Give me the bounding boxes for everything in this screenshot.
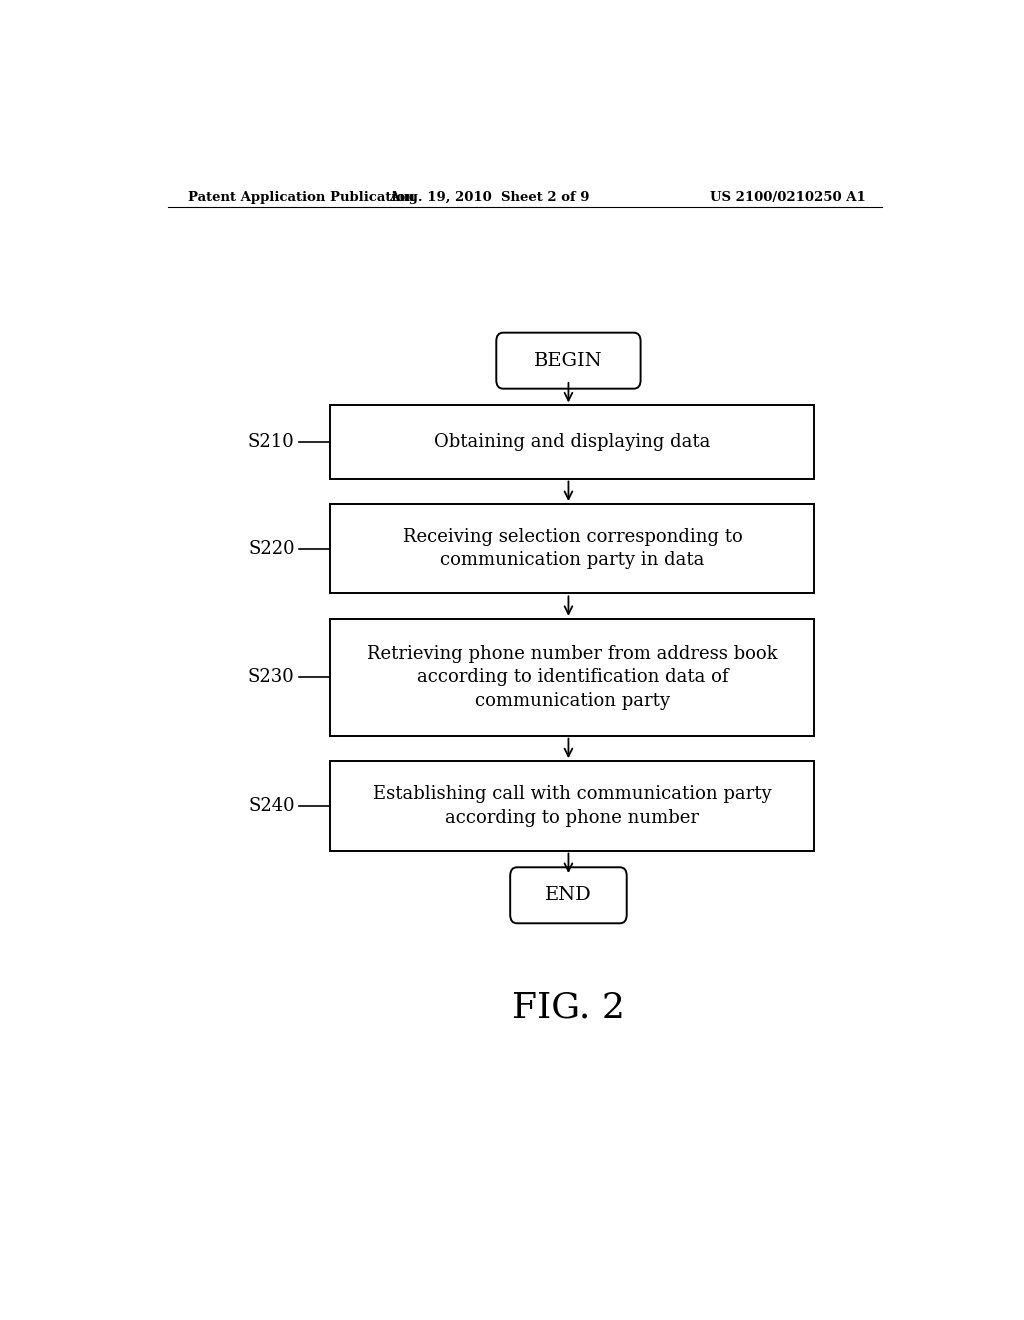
Text: Establishing call with communication party
according to phone number: Establishing call with communication par… bbox=[373, 785, 772, 826]
Text: END: END bbox=[545, 886, 592, 904]
FancyBboxPatch shape bbox=[497, 333, 641, 388]
Bar bbox=[331, 405, 814, 479]
Text: US 2100/0210250 A1: US 2100/0210250 A1 bbox=[711, 190, 866, 203]
Text: S240: S240 bbox=[248, 797, 295, 814]
Bar bbox=[331, 762, 814, 850]
Text: Patent Application Publication: Patent Application Publication bbox=[187, 190, 415, 203]
Text: Obtaining and displaying data: Obtaining and displaying data bbox=[434, 433, 711, 451]
FancyBboxPatch shape bbox=[510, 867, 627, 923]
Bar bbox=[331, 504, 814, 594]
Text: FIG. 2: FIG. 2 bbox=[512, 990, 625, 1024]
Text: S220: S220 bbox=[248, 540, 295, 557]
Text: Retrieving phone number from address book
according to identification data of
co: Retrieving phone number from address boo… bbox=[367, 644, 778, 710]
Text: Receiving selection corresponding to
communication party in data: Receiving selection corresponding to com… bbox=[402, 528, 742, 569]
Text: Aug. 19, 2010  Sheet 2 of 9: Aug. 19, 2010 Sheet 2 of 9 bbox=[389, 190, 590, 203]
Text: S210: S210 bbox=[248, 433, 295, 451]
Bar bbox=[331, 619, 814, 735]
Text: S230: S230 bbox=[248, 668, 295, 686]
Text: BEGIN: BEGIN bbox=[535, 351, 603, 370]
